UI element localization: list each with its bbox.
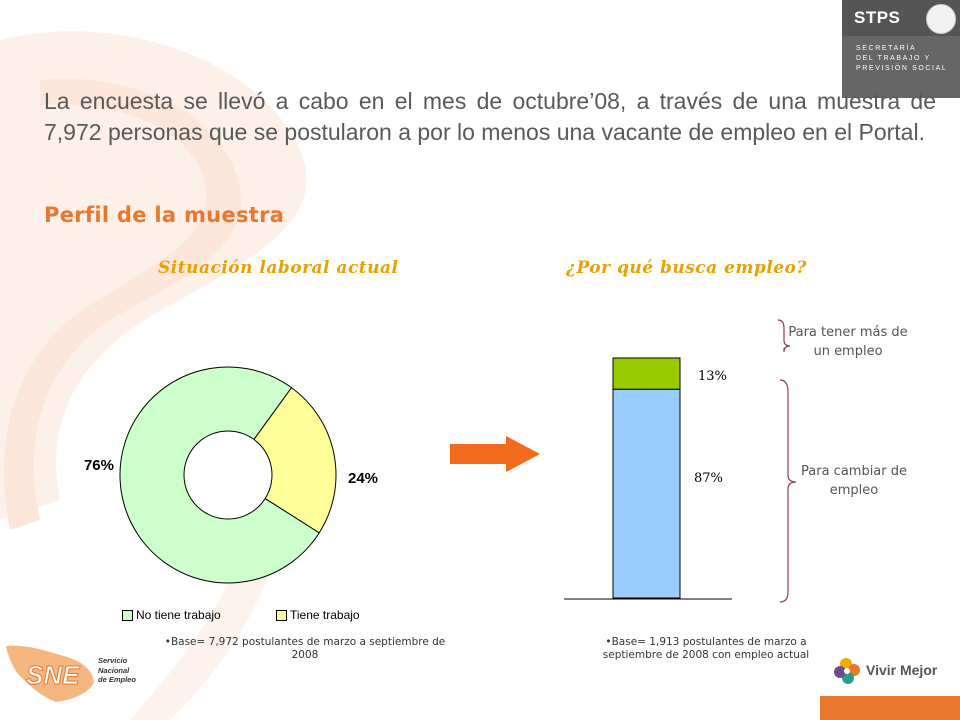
stps-logo-subtitle: SECRETARÍA DEL TRABAJO Y PREVISIÓN SOCIA… bbox=[856, 44, 956, 74]
sne-sub-line: de Empleo bbox=[98, 675, 136, 684]
stps-sub-line: SECRETARÍA bbox=[856, 45, 917, 52]
bar-chart-title: ¿Por qué busca empleo? bbox=[566, 258, 807, 278]
annotation-tener-mas-empleo: Para tener más de un empleo bbox=[788, 325, 908, 359]
annotation-cambiar-empleo: Para cambiar de empleo bbox=[801, 464, 907, 498]
mexican-coat-of-arms-icon bbox=[926, 4, 956, 34]
stps-logo-text: STPS bbox=[854, 8, 901, 27]
legend-item-no-tiene-trabajo: No tiene trabajo bbox=[122, 607, 221, 623]
sne-sub-line: Servicio bbox=[98, 656, 128, 665]
stacked-bar-chart: 87% 13% bbox=[564, 319, 797, 603]
stps-sub-line: DEL TRABAJO Y bbox=[856, 55, 931, 62]
legend-item-tiene-trabajo: Tiene trabajo bbox=[276, 607, 360, 623]
legend-label: Tiene trabajo bbox=[290, 608, 360, 622]
pie-data-label-tiene: 24% bbox=[348, 470, 378, 487]
section-title: Perfil de la muestra bbox=[44, 203, 285, 227]
flower-icon bbox=[834, 658, 860, 684]
brace-top bbox=[777, 319, 791, 353]
sne-sub-line: Nacional bbox=[98, 665, 130, 675]
bar-data-label-cambiar: 87% bbox=[694, 471, 723, 486]
donut-chart: 76% 24% bbox=[84, 366, 378, 584]
bar-segment-tener-mas-empleo bbox=[612, 357, 681, 390]
stps-logo: STPS SECRETARÍA DEL TRABAJO Y PREVISIÓN … bbox=[842, 0, 960, 98]
stps-sub-line: PREVISIÓN SOCIAL bbox=[856, 65, 948, 72]
corner-accent-block bbox=[820, 696, 960, 720]
sne-logo: SNE bbox=[6, 645, 94, 702]
right-arrow-icon bbox=[450, 436, 540, 472]
bar-data-label-tener-mas: 13% bbox=[698, 369, 727, 384]
pie-slice-tiene-trabajo bbox=[227, 386, 337, 534]
pie-chart-title: Situación laboral actual bbox=[158, 258, 399, 278]
legend-label: No tiene trabajo bbox=[136, 608, 221, 622]
bar-segment-cambiar-empleo bbox=[612, 388, 681, 599]
mexico-map-shape bbox=[6, 645, 94, 702]
vivir-mejor-logo-text: Vivir Mejor bbox=[866, 662, 938, 678]
legend-swatch bbox=[122, 609, 133, 621]
donut-hole bbox=[183, 430, 273, 520]
intro-paragraph: La encuesta se llevó a cabo en el mes de… bbox=[44, 88, 936, 145]
bar-base-note: •Base= 1,913 postulantes de marzo a sept… bbox=[602, 636, 810, 661]
legend-swatch bbox=[276, 609, 287, 621]
pie-data-label-no-tiene: 76% bbox=[84, 457, 114, 474]
brace-bottom bbox=[779, 379, 797, 603]
pie-base-note: •Base= 7,972 postulantes de marzo a sept… bbox=[164, 636, 446, 661]
sne-logo-subtitle: Servicio Nacional de Empleo bbox=[98, 656, 136, 685]
sne-logo-text: SNE bbox=[26, 660, 80, 690]
